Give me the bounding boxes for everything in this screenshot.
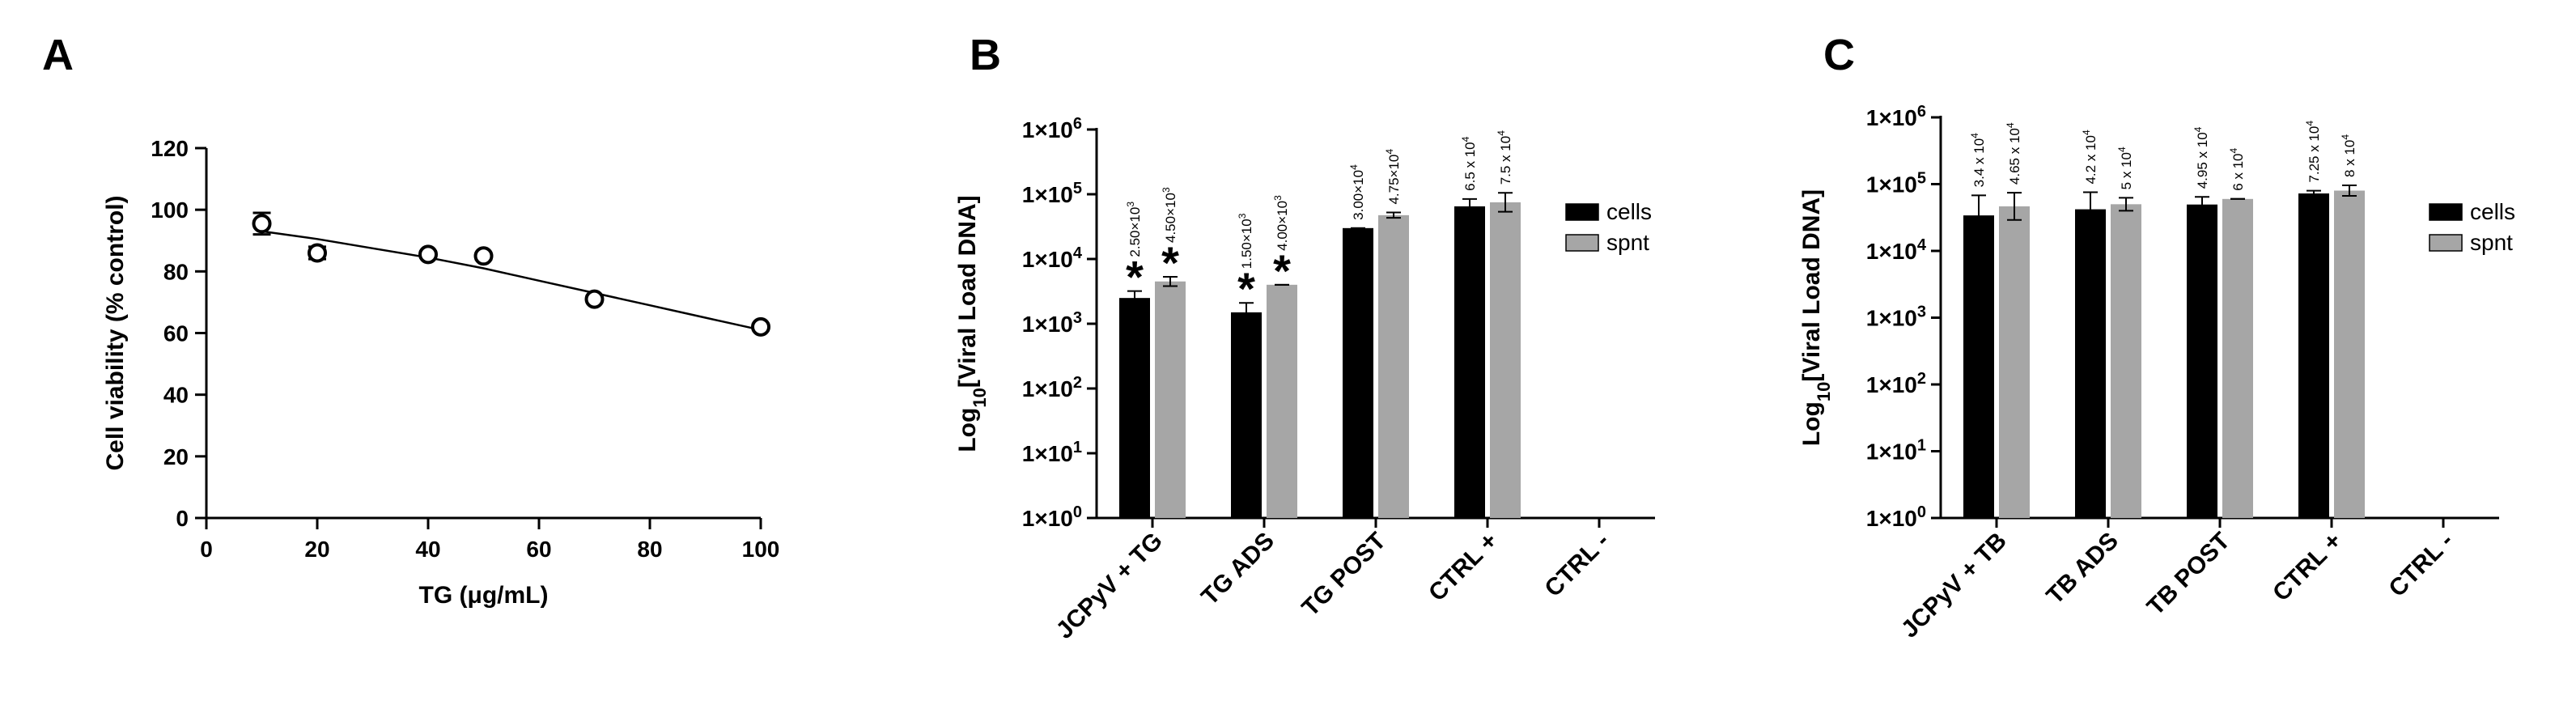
y-tick-label: 1×100 (1866, 503, 1926, 531)
category-label: TB ADS (2041, 528, 2124, 610)
bar-cells (1343, 227, 1373, 518)
legend-label-spnt: spnt (1606, 230, 1649, 255)
y-tick-label: 1×101 (1866, 437, 1926, 465)
panel-letter-a: A (42, 31, 74, 79)
data-point (252, 214, 272, 234)
value-label: 7.5 x 104 (1496, 130, 1513, 185)
category-label: TG POST (1296, 528, 1390, 622)
y-tick-label: 120 (151, 136, 189, 161)
panel-letter-b: B (970, 31, 1001, 79)
value-label: 6.5 x 104 (1460, 136, 1478, 191)
y-tick-label: 80 (163, 259, 189, 284)
bar-cells (1963, 215, 1994, 518)
x-tick-label: 40 (415, 537, 440, 562)
panel-c-bar-chart: 1×100 1×101 1×102 1×103 1×104 1×105 1×106 JCPyV… (1798, 103, 2515, 643)
value-label: 4.2 x 104 (2081, 129, 2099, 185)
y-tick-label: 40 (163, 383, 189, 408)
y-tick-label: 1×106 (1022, 115, 1082, 142)
data-point (584, 289, 605, 309)
bar-spnt (1267, 284, 1297, 518)
x-tick-label: 20 (304, 537, 329, 562)
y-axis-title: Cell viability (% control) (102, 195, 129, 470)
value-label: 8 x 104 (2340, 134, 2357, 177)
bar-spnt (1490, 202, 1521, 518)
y-tick-label: 1×106 (1866, 103, 1926, 130)
panel-letter-c: C (1823, 31, 1855, 79)
panel-a-scatter: 0 20 40 60 80 100 120 0 20 40 60 80 100 TG (μg/mL) Cel… (102, 136, 779, 609)
value-label: 4.95 x 104 (2192, 126, 2210, 189)
legend-swatch-cells (1565, 203, 1599, 221)
y-tick-label: 1×105 (1866, 170, 1926, 197)
legend-label-cells: cells (2470, 199, 2515, 224)
x-tick-label: 60 (526, 537, 551, 562)
y-tick-label: 1×105 (1022, 180, 1082, 207)
x-tick-label: 80 (637, 537, 662, 562)
bar-spnt (1155, 281, 1186, 518)
value-label: 6 x 104 (2228, 147, 2246, 190)
data-point (751, 316, 770, 337)
value-label: 1.50×103 (1237, 213, 1254, 269)
y-tick-label: 1×104 (1022, 244, 1083, 272)
category-label: TB POST (2142, 528, 2235, 621)
x-tick-label: 0 (200, 537, 213, 562)
value-label: 4.50×103 (1161, 187, 1178, 243)
category-label: JCPyV + TG (1051, 528, 1168, 644)
x-tick-label: 100 (742, 537, 780, 562)
y-tick-label: 1×103 (1022, 309, 1082, 337)
y-tick-label: 1×103 (1866, 304, 1926, 331)
bar-cells (1231, 312, 1262, 518)
fit-curve (261, 230, 762, 331)
value-label: 2.50×103 (1125, 202, 1143, 257)
bar-cells (1119, 298, 1150, 518)
category-label: CTRL - (1539, 528, 1614, 602)
value-label: 4.75×104 (1384, 149, 1402, 205)
legend-swatch-cells (2429, 203, 2463, 221)
significance-star: * (1126, 252, 1144, 303)
bar-spnt (2111, 204, 2141, 519)
data-point (473, 246, 494, 266)
significance-star: * (1237, 263, 1255, 314)
value-label: 4.00×103 (1272, 195, 1290, 251)
panel-b-bar-chart: 1×100 1×101 1×102 1×103 1×104 1×105 1×106 JCPyV… (954, 115, 1655, 644)
y-axis-title: Log10[Viral Load DNA] (954, 195, 990, 452)
bar-spnt (2222, 198, 2253, 518)
legend-label-spnt: spnt (2470, 230, 2513, 255)
value-label: 4.65 x 104 (2005, 122, 2022, 185)
bar-cells (2187, 204, 2217, 518)
bar-spnt (1999, 206, 2030, 519)
value-label: 3.00×104 (1348, 164, 1366, 220)
significance-star: * (1161, 237, 1179, 288)
legend-swatch-spnt (2429, 234, 2463, 252)
legend-label-cells: cells (1606, 199, 1652, 224)
y-tick-label: 20 (163, 444, 189, 469)
data-point (308, 243, 327, 263)
y-tick-label: 1×101 (1022, 439, 1082, 466)
y-tick-label: 0 (176, 506, 189, 531)
y-tick-label: 100 (151, 197, 189, 223)
y-tick-label: 1×100 (1022, 503, 1082, 531)
bar-cells (2075, 209, 2106, 518)
category-label: CTRL + (1424, 528, 1503, 607)
y-tick-label: 60 (163, 321, 189, 346)
bar-spnt (1378, 214, 1409, 518)
value-label: 3.4 x 104 (1969, 133, 1987, 188)
value-label: 7.25 x 104 (2304, 121, 2322, 183)
y-tick-label: 1×102 (1022, 374, 1082, 401)
value-label: 5 x 104 (2116, 146, 2134, 189)
category-label: CTRL + (2268, 528, 2347, 607)
category-label: CTRL - (2383, 528, 2458, 602)
legend-swatch-spnt (1565, 234, 1599, 252)
category-label: JCPyV + TB (1896, 528, 2012, 643)
bar-cells (2298, 193, 2329, 519)
bar-spnt (2334, 190, 2365, 519)
bar-cells (1454, 206, 1485, 519)
y-tick-label: 1×102 (1866, 370, 1926, 397)
x-axis-title: TG (μg/mL) (419, 582, 549, 609)
y-tick-label: 1×104 (1866, 236, 1927, 264)
significance-star: * (1273, 245, 1291, 296)
category-label: TG ADS (1196, 528, 1280, 611)
data-point (418, 244, 438, 265)
y-axis-title: Log10[Viral Load DNA] (1798, 189, 1834, 446)
